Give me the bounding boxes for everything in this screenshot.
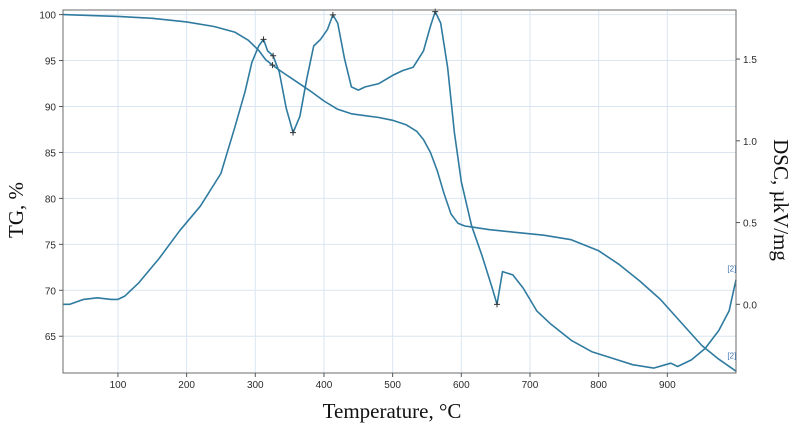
y-left-tick-label: 75: [45, 240, 57, 251]
peak-marker: [494, 301, 501, 308]
y-left-axis-ticks: 65 70 75 80 85 90 95 100: [39, 11, 63, 343]
x-tick-label: 900: [659, 380, 676, 391]
curve-tags: [2] [2]: [727, 265, 736, 361]
tg-series-line: [62, 13, 737, 372]
x-tick-label: 300: [247, 380, 264, 391]
y-left-tick-label: 80: [45, 194, 57, 205]
x-tick-label: 700: [522, 380, 539, 391]
y-left-tick-label: 95: [45, 57, 57, 68]
y-right-tick-label: 0.0: [743, 300, 757, 311]
peak-marker: [290, 129, 297, 136]
x-tick-label: 200: [178, 380, 195, 391]
plot-background: [63, 10, 736, 373]
y-left-tick-label: 100: [39, 11, 56, 22]
x-axis-title: Temperature, °C: [323, 399, 462, 423]
y-right-tick-label: 0.5: [743, 219, 757, 230]
series-layer: [62, 10, 737, 372]
x-tick-label: 800: [590, 380, 607, 391]
peak-markers: [260, 8, 501, 308]
y-left-tick-label: 90: [45, 102, 57, 113]
x-axis-ticks: 100 200 300 400 500 600 700 800 900: [110, 373, 676, 391]
y-right-tick-label: 1.5: [743, 55, 757, 66]
y-right-axis-ticks: 0.0 0.5 1.0 1.5: [736, 55, 757, 311]
x-tick-label: 600: [453, 380, 470, 391]
x-tick-label: 500: [384, 380, 401, 391]
plot-frame: [62, 9, 737, 374]
y-right-tick-label: 1.0: [743, 137, 757, 148]
peak-marker: [260, 36, 267, 43]
curve-tag-label: [2]: [727, 265, 736, 274]
peak-marker: [270, 52, 277, 59]
x-tick-label: 100: [110, 380, 127, 391]
grid-lines: [63, 10, 736, 373]
y-left-tick-label: 70: [45, 286, 57, 297]
y-left-axis-title: TG, %: [4, 182, 28, 238]
x-tick-label: 400: [316, 380, 333, 391]
curve-tag-label: [2]: [727, 351, 736, 360]
y-left-tick-label: 85: [45, 148, 57, 159]
y-right-axis-title: DSC, µkV/mg: [769, 139, 793, 261]
peak-marker: [269, 62, 276, 69]
peak-marker: [329, 11, 336, 18]
y-left-tick-label: 65: [45, 332, 57, 343]
dsc-series-line: [63, 10, 737, 369]
